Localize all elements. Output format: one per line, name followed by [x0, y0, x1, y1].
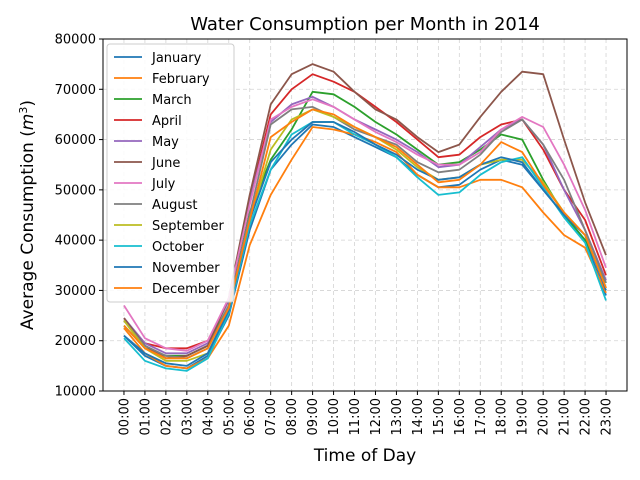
chart-title: Water Consumption per Month in 2014: [190, 14, 540, 35]
y-axis-title-base: Average Consumption (: [18, 130, 38, 330]
x-tick-label: 06:00: [243, 398, 258, 435]
x-tick-label: 10:00: [327, 398, 342, 435]
series-line-june: [123, 63, 607, 360]
y-tick-label: 40000: [55, 234, 96, 249]
series-lines: [123, 63, 607, 372]
x-tick-label: 18:00: [495, 398, 510, 435]
legend-label: October: [152, 240, 205, 255]
legend-box: [106, 43, 235, 303]
x-tick-label: 19:00: [516, 398, 531, 435]
y-axis: 10000 20000 30000 40000 50000 60000 70000 80000: [55, 33, 103, 400]
x-tick-label: 14:00: [411, 398, 426, 435]
y-tick-label: 60000: [55, 133, 96, 148]
series-line-december: [123, 108, 607, 360]
x-tick-label: 22:00: [579, 398, 594, 435]
y-tick-label: 10000: [55, 385, 96, 400]
x-tick-label: 07:00: [264, 398, 279, 435]
x-tick-label: 23:00: [600, 398, 615, 435]
x-axis: 00:00 01:00 02:00 03:00 04:00 05:00 06:00 07:00…: [117, 391, 615, 435]
y-tick-label: 30000: [55, 284, 96, 299]
x-tick-label: 04:00: [201, 398, 216, 435]
y-axis-title-unit: m: [18, 114, 38, 131]
x-tick-label: 03:00: [180, 398, 195, 435]
y-tick-label: 70000: [55, 83, 96, 98]
legend-items: January February March April May June July Augu…: [114, 51, 225, 297]
x-tick-label: 09:00: [306, 398, 321, 435]
x-tick-label: 11:00: [348, 398, 363, 435]
y-axis-title: Average Consumption (m3): [17, 100, 38, 330]
legend-label: December: [152, 282, 220, 297]
x-tick-label: 20:00: [537, 398, 552, 435]
legend-label: May: [152, 135, 179, 150]
series-line-november: [123, 121, 607, 367]
x-tick-label: 15:00: [432, 398, 447, 435]
legend-label: June: [151, 156, 180, 171]
x-tick-label: 02:00: [159, 398, 174, 435]
x-tick-label: 21:00: [558, 398, 573, 435]
legend-label: February: [152, 72, 210, 87]
y-axis-title-exp: 3: [17, 107, 30, 114]
x-tick-label: 12:00: [369, 398, 384, 435]
x-tick-label: 16:00: [453, 398, 468, 435]
plot-frame: [102, 38, 628, 392]
y-tick-label: 50000: [55, 183, 96, 198]
x-tick-label: 00:00: [117, 398, 132, 435]
legend: January February March April May June July Augu…: [106, 43, 235, 303]
y-tick-label: 20000: [55, 334, 96, 349]
y-axis-title-close: ): [18, 100, 38, 107]
legend-label: August: [152, 198, 198, 213]
x-tick-label: 01:00: [138, 398, 153, 435]
y-tick-label: 80000: [55, 33, 96, 48]
legend-label: March: [152, 93, 192, 108]
legend-label: November: [152, 261, 220, 276]
x-tick-label: 13:00: [390, 398, 405, 435]
x-tick-label: 08:00: [285, 398, 300, 435]
legend-label: January: [151, 51, 202, 66]
series-line-july: [123, 98, 607, 352]
series-line-january: [123, 123, 607, 370]
legend-label: July: [151, 177, 176, 192]
series-line-october: [123, 121, 607, 372]
legend-label: September: [152, 219, 225, 234]
x-tick-label: 05:00: [222, 398, 237, 435]
x-tick-label: 17:00: [474, 398, 489, 435]
legend-label: April: [152, 114, 182, 129]
x-axis-title: Time of Day: [313, 446, 416, 466]
